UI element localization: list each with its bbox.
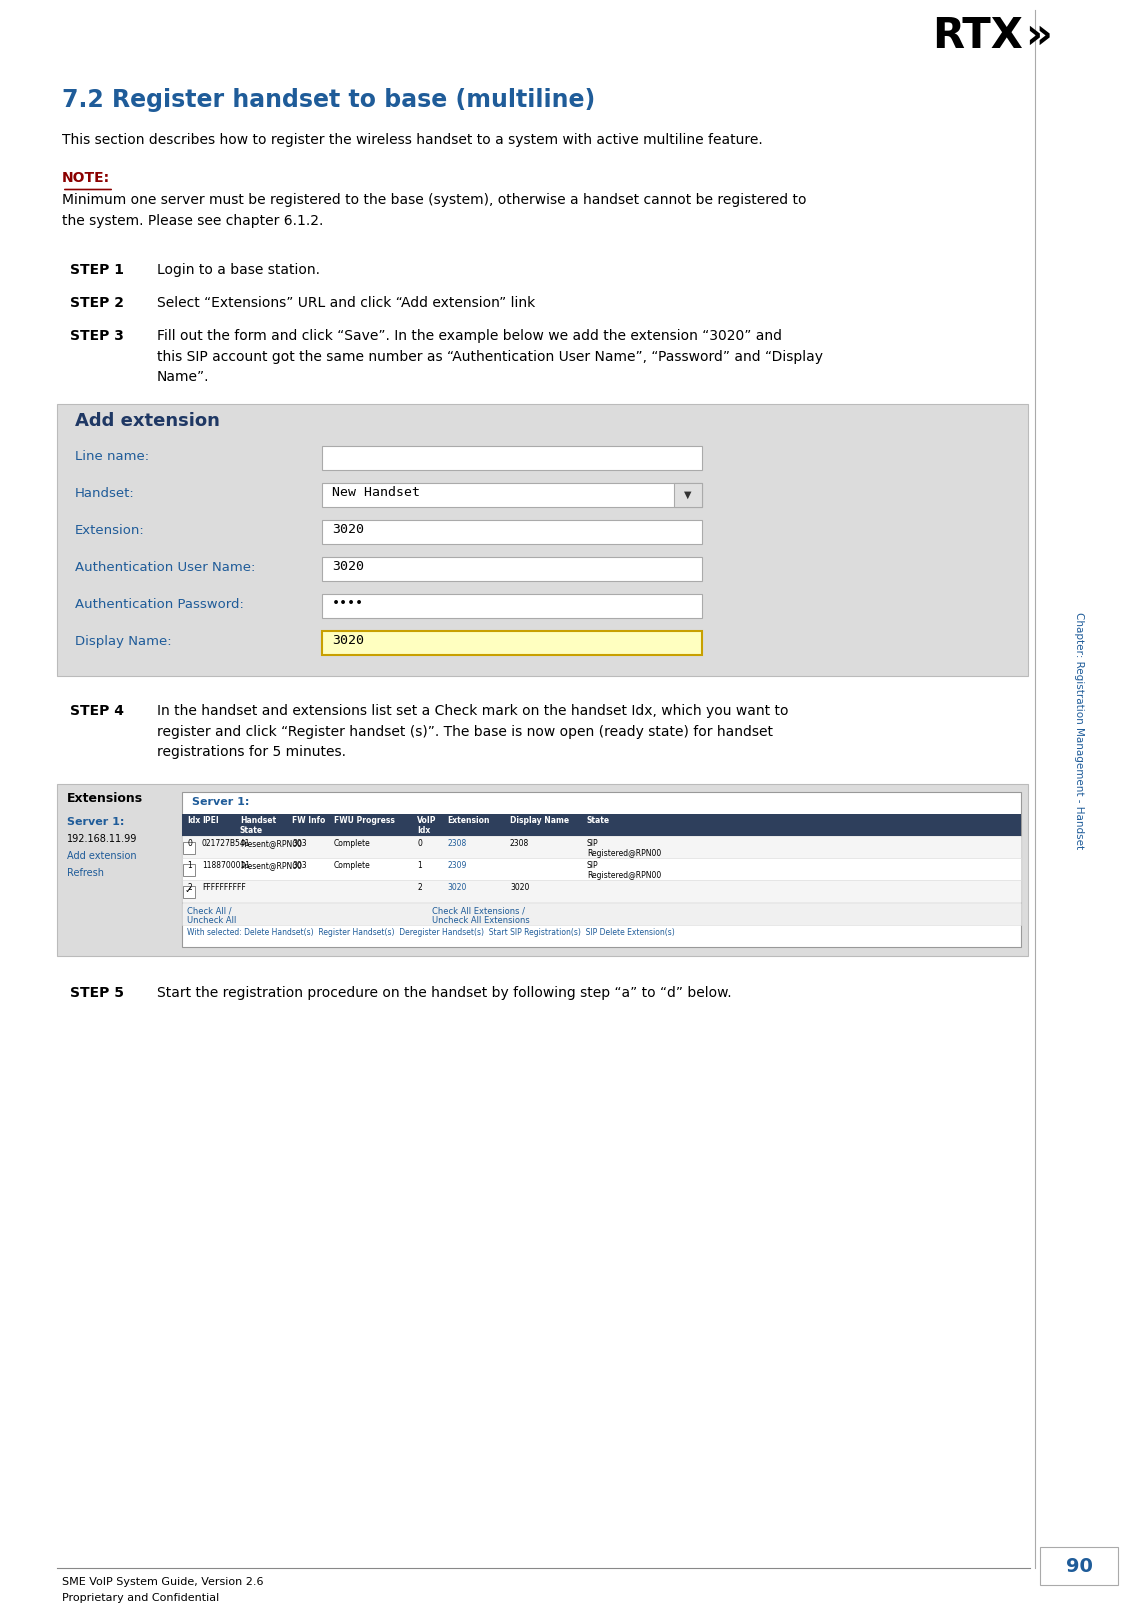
FancyBboxPatch shape	[322, 594, 702, 618]
Text: State: State	[587, 816, 610, 824]
Text: IPEI: IPEI	[202, 816, 219, 824]
Text: STEP 2: STEP 2	[70, 295, 124, 310]
Text: Server 1:: Server 1:	[192, 797, 249, 807]
Text: Uncheck All Extensions: Uncheck All Extensions	[432, 915, 530, 925]
Text: Proprietary and Confidential: Proprietary and Confidential	[62, 1594, 219, 1604]
FancyBboxPatch shape	[57, 404, 1028, 677]
Text: 3020: 3020	[447, 883, 466, 893]
FancyBboxPatch shape	[183, 863, 195, 876]
Text: Minimum one server must be registered to the base (system), otherwise a handset : Minimum one server must be registered to…	[62, 193, 806, 227]
FancyBboxPatch shape	[182, 836, 1021, 859]
FancyBboxPatch shape	[674, 484, 702, 506]
Text: In the handset and extensions list set a Check mark on the handset Idx, which yo: In the handset and extensions list set a…	[157, 704, 788, 760]
Text: 2309: 2309	[447, 860, 466, 870]
Text: 3020: 3020	[510, 883, 529, 893]
Text: RTX: RTX	[932, 15, 1023, 57]
FancyBboxPatch shape	[182, 880, 1021, 902]
FancyBboxPatch shape	[183, 842, 195, 854]
Text: ✓: ✓	[185, 885, 193, 894]
Text: 7.2 Register handset to base (multiline): 7.2 Register handset to base (multiline)	[62, 88, 595, 112]
Text: Add extension: Add extension	[75, 412, 220, 430]
Text: VoIP
Idx: VoIP Idx	[417, 816, 437, 834]
Text: Fill out the form and click “Save”. In the example below we add the extension “3: Fill out the form and click “Save”. In t…	[157, 329, 823, 385]
FancyBboxPatch shape	[322, 557, 702, 581]
FancyBboxPatch shape	[322, 519, 702, 544]
Text: 2308: 2308	[447, 839, 466, 847]
Text: Authentication User Name:: Authentication User Name:	[75, 562, 255, 575]
FancyBboxPatch shape	[182, 815, 1021, 836]
FancyBboxPatch shape	[182, 792, 1021, 946]
Text: STEP 3: STEP 3	[70, 329, 124, 342]
Text: STEP 4: STEP 4	[70, 704, 124, 717]
Text: 3020: 3020	[332, 635, 364, 648]
Text: Display Name: Display Name	[510, 816, 569, 824]
FancyBboxPatch shape	[57, 784, 1028, 956]
Text: Complete: Complete	[334, 839, 371, 847]
Text: Display Name:: Display Name:	[75, 635, 172, 648]
FancyBboxPatch shape	[322, 631, 702, 656]
Text: FFFFFFFFFF: FFFFFFFFFF	[202, 883, 246, 893]
Text: 2: 2	[188, 883, 192, 893]
Text: ••••: ••••	[332, 597, 364, 610]
Text: 303: 303	[292, 860, 307, 870]
Text: 1: 1	[417, 860, 422, 870]
Text: NOTE:: NOTE:	[62, 170, 110, 185]
Text: 3020: 3020	[332, 560, 364, 573]
Text: Line name:: Line name:	[75, 450, 149, 463]
Text: Authentication Password:: Authentication Password:	[75, 597, 244, 610]
Text: ▼: ▼	[684, 490, 692, 500]
Text: Uncheck All: Uncheck All	[188, 915, 236, 925]
Text: New Handset: New Handset	[332, 485, 420, 498]
Text: FWU Progress: FWU Progress	[334, 816, 395, 824]
Text: 90: 90	[1066, 1556, 1093, 1576]
Text: 303: 303	[292, 839, 307, 847]
Text: 0: 0	[417, 839, 422, 847]
FancyBboxPatch shape	[182, 859, 1021, 880]
Text: 021727B541: 021727B541	[202, 839, 250, 847]
Text: Extension: Extension	[447, 816, 490, 824]
Text: This section describes how to register the wireless handset to a system with act: This section describes how to register t…	[62, 133, 763, 148]
Text: Extensions: Extensions	[67, 792, 143, 805]
Text: Idx: Idx	[188, 816, 200, 824]
Text: Start the registration procedure on the handset by following step “a” to “d” bel: Start the registration procedure on the …	[157, 987, 731, 1000]
Text: With selected: Delete Handset(s)  Register Handset(s)  Deregister Handset(s)  St: With selected: Delete Handset(s) Registe…	[188, 928, 675, 936]
FancyBboxPatch shape	[182, 902, 1021, 925]
Text: 2308: 2308	[510, 839, 529, 847]
FancyBboxPatch shape	[322, 484, 702, 506]
FancyBboxPatch shape	[322, 446, 702, 471]
Text: Add extension: Add extension	[67, 850, 137, 860]
Text: SIP
Registered@RPN00: SIP Registered@RPN00	[587, 839, 661, 857]
Text: Login to a base station.: Login to a base station.	[157, 263, 320, 278]
Text: Chapter: Registration Management - Handset: Chapter: Registration Management - Hands…	[1074, 612, 1084, 849]
Text: SME VoIP System Guide, Version 2.6: SME VoIP System Guide, Version 2.6	[62, 1578, 264, 1587]
Text: Handset:: Handset:	[75, 487, 135, 500]
Text: Check All Extensions /: Check All Extensions /	[432, 906, 524, 915]
Text: Server 1:: Server 1:	[67, 816, 125, 828]
Text: Handset
State: Handset State	[240, 816, 276, 834]
Text: Extension:: Extension:	[75, 524, 145, 537]
Text: SIP
Registered@RPN00: SIP Registered@RPN00	[587, 860, 661, 880]
Text: STEP 5: STEP 5	[70, 987, 124, 1000]
FancyBboxPatch shape	[183, 886, 195, 898]
Text: Present@RPN00: Present@RPN00	[240, 860, 302, 870]
Text: Complete: Complete	[334, 860, 371, 870]
Text: 3020: 3020	[332, 523, 364, 536]
Text: 192.168.11.99: 192.168.11.99	[67, 834, 137, 844]
Text: 1188700011: 1188700011	[202, 860, 250, 870]
Text: Present@RPN00: Present@RPN00	[240, 839, 302, 847]
Text: 1: 1	[188, 860, 192, 870]
FancyBboxPatch shape	[1040, 1547, 1119, 1586]
Text: STEP 1: STEP 1	[70, 263, 124, 278]
Text: 0: 0	[188, 839, 192, 847]
Text: 2: 2	[417, 883, 422, 893]
Text: Refresh: Refresh	[67, 868, 104, 878]
Text: Check All /: Check All /	[188, 906, 231, 915]
Text: FW Info: FW Info	[292, 816, 326, 824]
Text: »: »	[1025, 15, 1052, 57]
Text: Select “Extensions” URL and click “Add extension” link: Select “Extensions” URL and click “Add e…	[157, 295, 536, 310]
